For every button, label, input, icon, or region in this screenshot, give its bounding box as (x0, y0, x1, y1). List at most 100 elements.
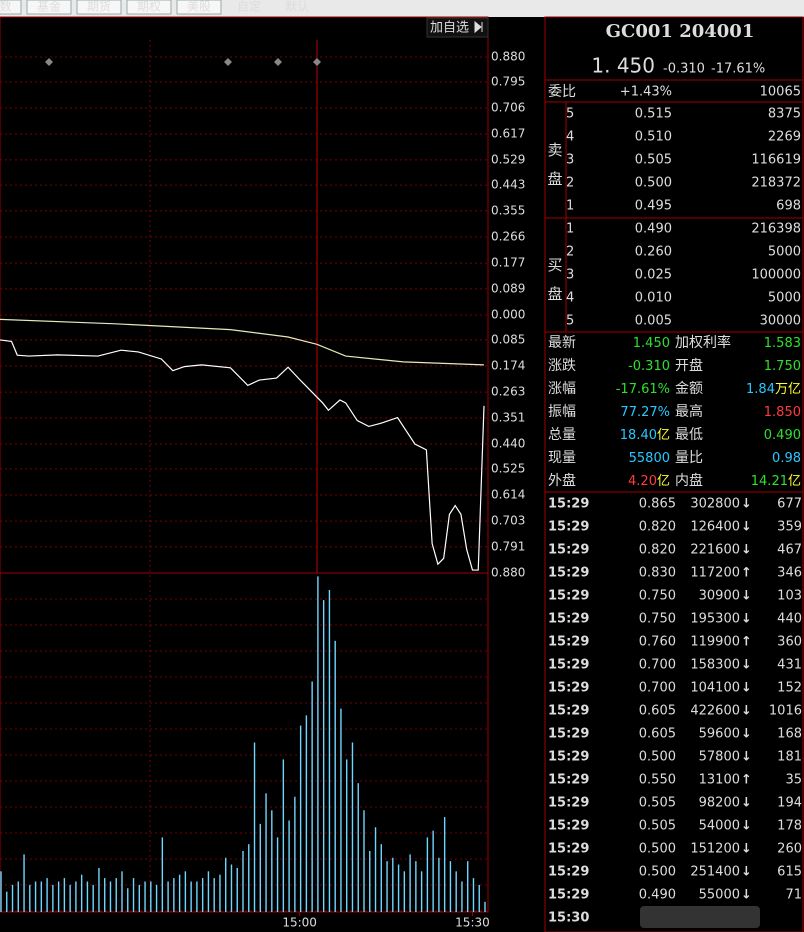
volume-bar (253, 742, 256, 912)
tab-label[interactable]: 自定 (237, 0, 261, 14)
stat-value: 1.750 (764, 359, 801, 374)
ratio-pct: +1.43% (620, 85, 672, 100)
stat-value: -0.310 (628, 359, 670, 374)
book-volume: 100000 (751, 268, 801, 283)
volume-bar (346, 759, 348, 912)
volume-bar (265, 793, 267, 912)
add-watchlist-button[interactable] (426, 17, 489, 38)
y-tick-label: 0.706 (491, 101, 525, 115)
stat-number: 55800 (629, 451, 670, 466)
volume-bar (420, 871, 423, 912)
trade-arrow: ↓ (741, 819, 752, 834)
trade-volume: 119900 (690, 635, 740, 650)
volume-bar (455, 871, 457, 912)
volume-bar (230, 864, 233, 912)
trade-price: 0.605 (639, 727, 676, 742)
trade-count: 71 (785, 888, 802, 903)
trade-price: 0.700 (639, 658, 676, 673)
tab[interactable] (26, 0, 72, 15)
stat-value: 0.490 (764, 428, 801, 443)
tab-label[interactable]: 基金 (37, 0, 61, 14)
trade-price: 0.605 (639, 704, 676, 719)
volume-bar (334, 640, 336, 912)
trade-volume: 54000 (699, 819, 740, 834)
volume-bar (23, 854, 25, 912)
trade-price: 0.700 (639, 681, 676, 696)
volume-bar (357, 783, 359, 912)
trade-arrow: ↓ (741, 612, 752, 627)
volume-bar (311, 681, 313, 912)
stat-value: 1.84万亿 (746, 382, 801, 397)
volume-bar (196, 881, 198, 912)
trade-time: 15:29 (548, 865, 589, 880)
volume-bar (461, 881, 463, 912)
tab-label[interactable]: 默认 (285, 0, 309, 14)
trade-volume: 13100 (699, 773, 740, 788)
level: 3 (566, 153, 574, 168)
volume-bar (29, 884, 31, 912)
trade-time: 15:29 (548, 796, 589, 811)
volume-bar (86, 881, 89, 912)
volume-bar (132, 878, 135, 912)
stat-unit: 亿 (657, 474, 670, 489)
stat-label: 最低 (675, 427, 703, 443)
stat-value: 18.40亿 (620, 428, 670, 443)
volume-bar (403, 871, 406, 912)
tab-label[interactable]: 美股 (187, 0, 211, 14)
volume-bar (322, 600, 325, 912)
tab[interactable] (0, 0, 22, 15)
volume-bar (98, 867, 100, 912)
volume-bar (380, 844, 382, 912)
tab-label[interactable]: 期货 (87, 0, 111, 14)
trade-price: 0.490 (639, 888, 676, 903)
change: -0.310 (663, 62, 705, 77)
book-price: 0.495 (635, 199, 672, 214)
stat-value: 0.98 (772, 451, 801, 466)
tab-label[interactable]: 数 (0, 0, 12, 14)
book-volume: 698 (776, 199, 801, 214)
tab[interactable] (76, 0, 122, 15)
collapse-icon[interactable] (474, 20, 483, 34)
marker (274, 58, 282, 66)
marker (224, 58, 232, 66)
stat-number: 18.40 (620, 428, 657, 443)
trade-price: 0.820 (639, 543, 676, 558)
tab[interactable] (176, 0, 222, 15)
tab[interactable] (126, 0, 172, 15)
markers (45, 58, 321, 66)
volume-bar (340, 708, 342, 912)
trade-volume: 117200 (690, 566, 740, 581)
tab-label[interactable]: 期权 (137, 0, 161, 14)
x-tick-label: 15:30 (455, 916, 490, 930)
add-watchlist-label[interactable]: 加自选 (430, 21, 469, 36)
trade-price: 0.505 (639, 796, 676, 811)
trade-price: 0.550 (639, 773, 676, 788)
trade-count: 260 (777, 842, 802, 857)
trade-arrow: ↑ (741, 773, 752, 788)
trade-time: 15:29 (548, 819, 589, 834)
trade-count: 467 (777, 543, 802, 558)
volume-bar (276, 837, 279, 912)
volume-bar (6, 891, 8, 912)
stat-number: 1.750 (764, 359, 801, 374)
volume-bar (397, 864, 400, 912)
stat-value: 4.20亿 (628, 474, 670, 489)
trade-time: 15:29 (548, 773, 589, 788)
stat-label: 内盘 (675, 472, 703, 489)
volume-bar (161, 837, 164, 912)
volume-bar (167, 881, 169, 912)
volume-bar (374, 827, 377, 912)
book-price: 0.010 (635, 291, 672, 306)
y-tick-label: 0.880 (491, 566, 525, 580)
trade-count: 615 (777, 865, 802, 880)
trade-time: 15:29 (548, 612, 589, 627)
trade-price: 0.760 (639, 635, 676, 650)
y-tick-label: 0.880 (491, 50, 525, 64)
price-line (0, 339, 485, 571)
book-volume: 216398 (751, 222, 801, 237)
volume-bar (40, 881, 43, 912)
volume-bar (173, 878, 175, 912)
watermark-shape (640, 906, 760, 928)
stat-unit: 万亿 (775, 382, 801, 397)
volume-bar (472, 878, 475, 912)
